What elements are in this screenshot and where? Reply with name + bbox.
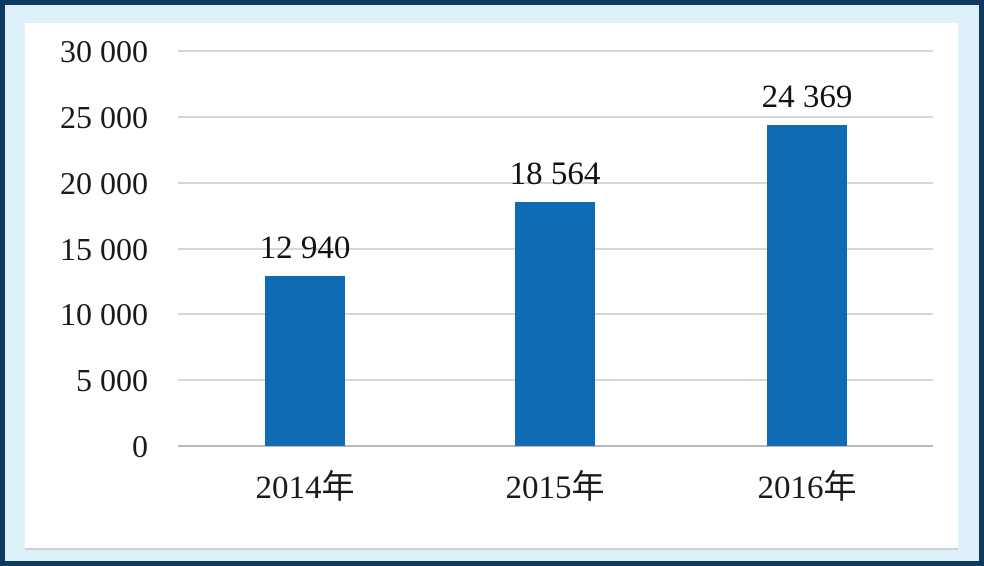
y-tick-label: 25 000 (60, 98, 148, 135)
x-tick-label: 2016年 (757, 470, 857, 506)
bar-2016年 (767, 125, 847, 446)
y-tick-label: 0 (132, 428, 148, 464)
x-tick-label: 2014年 (255, 470, 355, 506)
y-tick-label: 20 000 (60, 164, 148, 201)
bar-value-label: 24 369 (761, 79, 853, 116)
bar-value-label: 12 940 (259, 229, 351, 266)
y-tick-label: 10 000 (60, 296, 148, 333)
gridline-30000 (178, 50, 933, 52)
bar-2015年 (515, 201, 595, 446)
gridline-25000 (178, 115, 933, 118)
gridline-20000 (178, 181, 933, 184)
chart-panel: 0 5 000 10 000 15 000 20 000 25 000 30 000 201… (25, 23, 958, 550)
x-tick-label: 2015年 (505, 470, 605, 506)
bar-value-label: 18 564 (509, 155, 601, 192)
bar-2014年 (265, 275, 345, 446)
y-tick-label: 15 000 (60, 230, 148, 267)
y-tick-label: 5 000 (76, 362, 148, 399)
y-tick-label: 30 000 (60, 33, 148, 69)
x-axis-line (178, 445, 933, 447)
